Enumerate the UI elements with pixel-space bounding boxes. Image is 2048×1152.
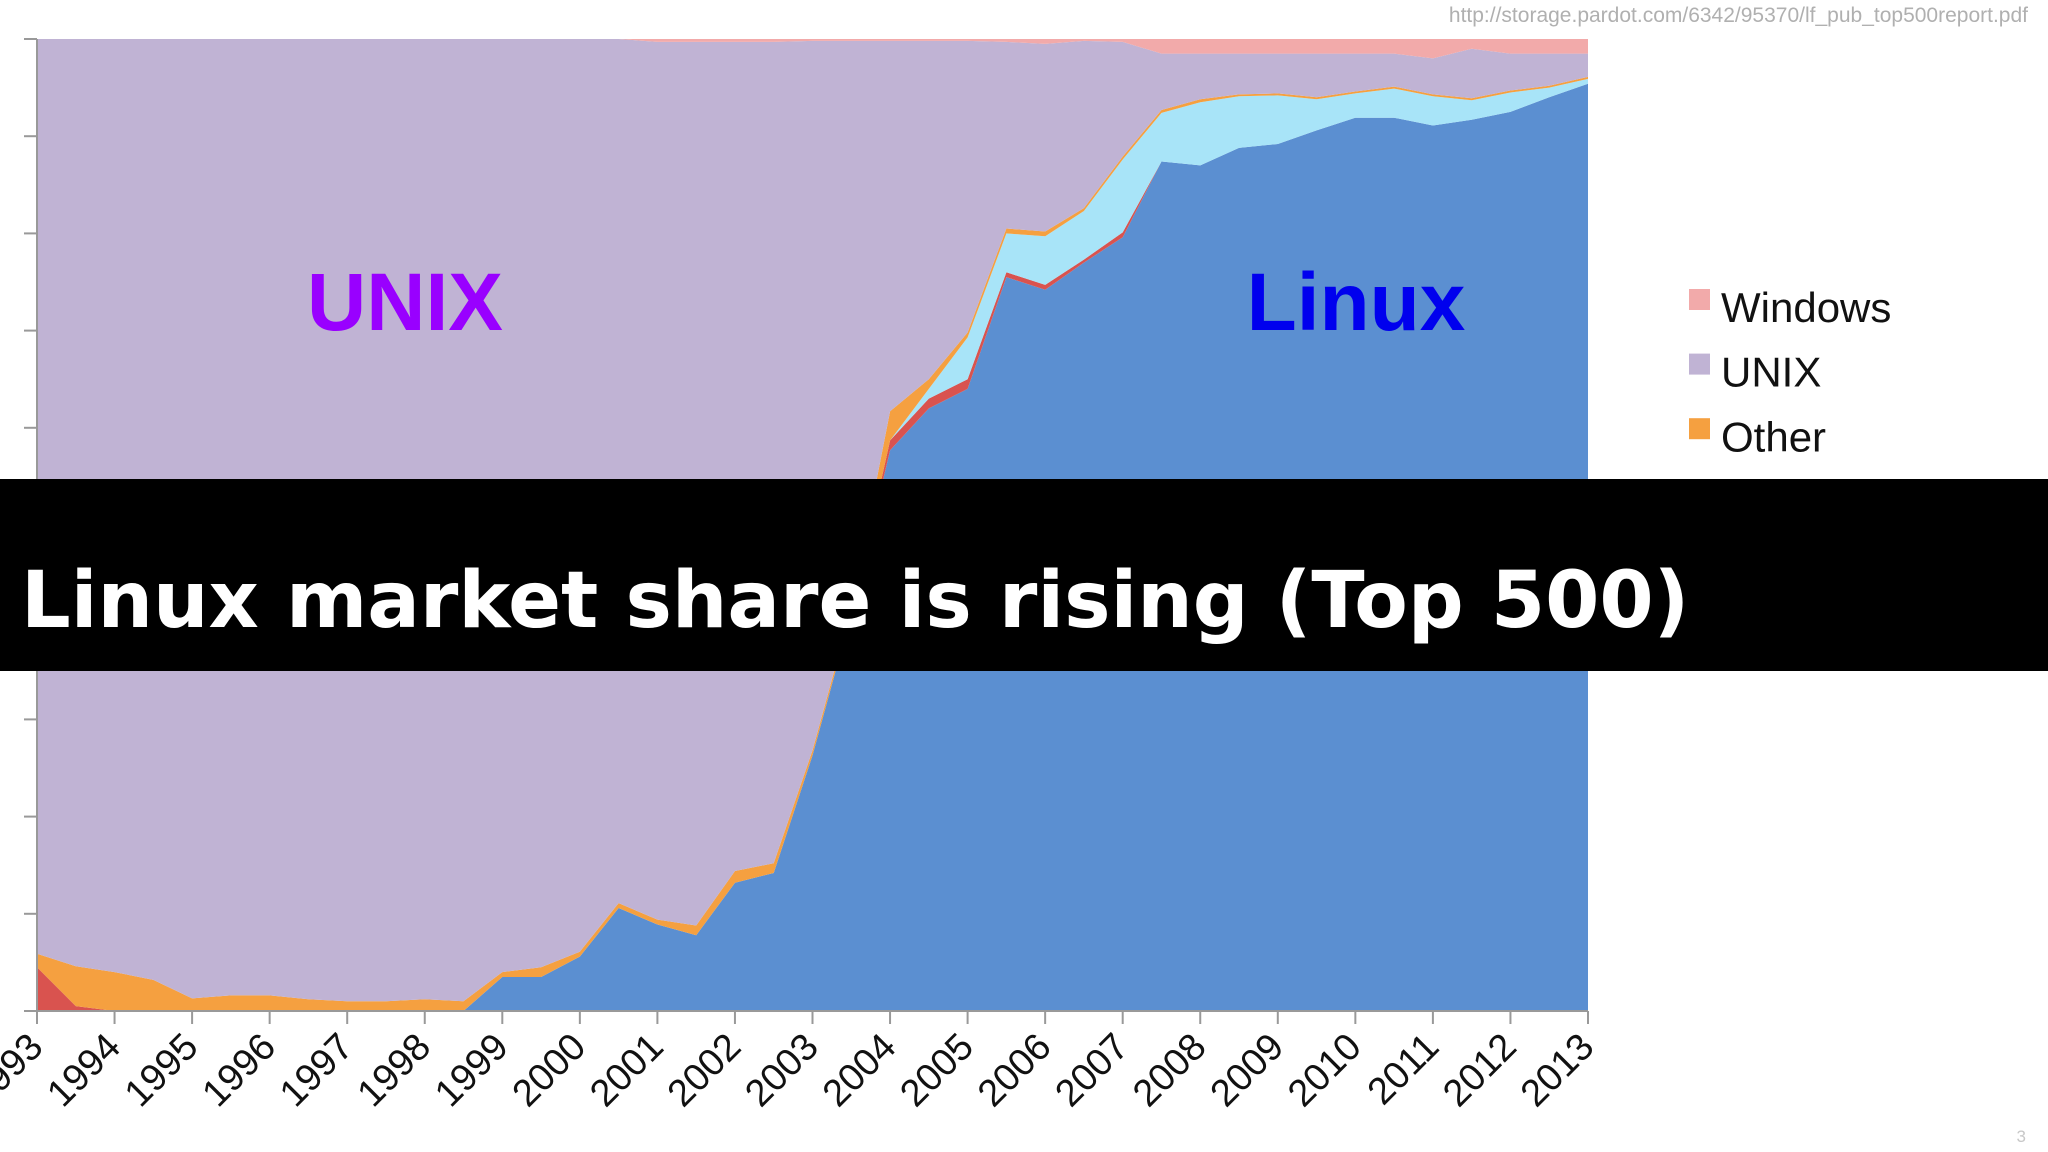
x-tick-label: 2013 <box>1513 1026 1602 1115</box>
x-tick-label: 2006 <box>970 1026 1059 1115</box>
source-url: http://storage.pardot.com/6342/95370/lf_… <box>1449 4 2028 27</box>
x-tick-label: 2000 <box>505 1026 594 1115</box>
area <box>37 83 1588 1011</box>
x-tick-label: 2012 <box>1435 1026 1524 1115</box>
x-tick-label: 2005 <box>892 1026 981 1115</box>
legend-swatch <box>1689 418 1710 440</box>
legend-label: Other <box>1721 413 1826 460</box>
annotation: UNIX <box>307 257 503 348</box>
x-tick-label: 2008 <box>1125 1026 1214 1115</box>
legend-label: Windows <box>1721 284 1891 331</box>
x-tick-label: 1995 <box>117 1026 206 1115</box>
x-tick-label: 2009 <box>1203 1026 1292 1115</box>
x-tick-label: 1999 <box>427 1026 516 1115</box>
x-tick-label: 1998 <box>350 1026 439 1115</box>
x-tick-label: 1996 <box>195 1026 284 1115</box>
x-tick-label: 2010 <box>1280 1026 1369 1115</box>
legend-swatch <box>1689 289 1710 310</box>
x-tick-label: 2002 <box>660 1026 749 1115</box>
x-tick-label: 2001 <box>582 1026 671 1115</box>
annotation: Linux <box>1247 257 1466 348</box>
x-tick-label: 2007 <box>1048 1026 1137 1115</box>
x-tick-label: 1997 <box>272 1026 361 1115</box>
page-number: 3 <box>2017 1127 2026 1146</box>
x-tick-label: 1993 <box>0 1026 51 1115</box>
area <box>37 39 1588 59</box>
banner-title: Linux market share is rising (Top 500) <box>21 556 1689 646</box>
x-tick-label: 2004 <box>815 1026 904 1115</box>
x-tick-label: 1994 <box>39 1026 128 1115</box>
banner <box>0 479 2048 671</box>
legend-label: UNIX <box>1721 349 1821 396</box>
x-tick-label: 2003 <box>737 1026 826 1115</box>
x-tick-label: 2011 <box>1360 1026 1447 1113</box>
legend-swatch <box>1689 353 1710 375</box>
